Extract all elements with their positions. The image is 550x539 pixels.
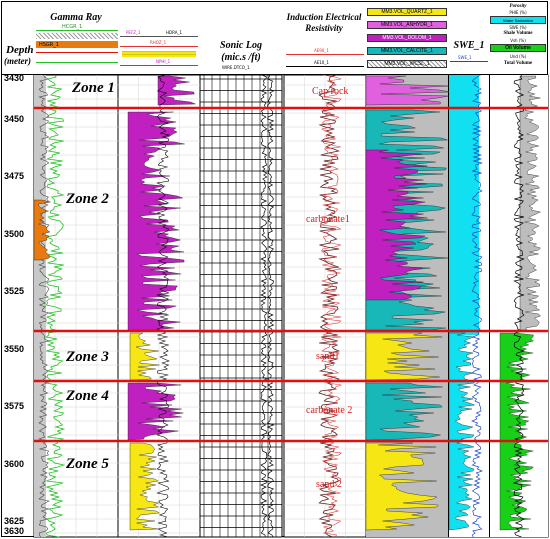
depth-tick: 3475 xyxy=(4,171,25,181)
density-red-line xyxy=(120,46,198,47)
mineral-header: MM3.VOL_QUARTZ_1 MM3.VOL_ANHYDR_1 MM3.VO… xyxy=(367,8,447,72)
volume-legend: Porosity PHIE (%) Water Saturation SWE (… xyxy=(490,4,546,74)
und-label: Und (%) xyxy=(509,54,527,59)
phie-label: PHIE (%) xyxy=(509,10,527,15)
resistivity-title: Induction Electrical Resistivity xyxy=(286,12,362,33)
sonic-curve xyxy=(260,74,268,538)
density-magenta-line xyxy=(120,65,198,66)
gamma-orange-fill xyxy=(33,199,51,261)
zone-label: Zone 4 xyxy=(66,388,109,404)
lithology-label: Cap rock xyxy=(312,86,349,97)
zone-label: Zone 3 xyxy=(66,349,109,365)
depth-tick: 3630 xyxy=(4,526,25,536)
ae90-line xyxy=(286,54,364,55)
calcite-swatch: MM3.VOL_CALCITE_1 xyxy=(367,47,447,55)
wcsl-swatch: MM3.VOL_WCSL_1 xyxy=(367,60,447,68)
oil-volume-swatch: Oil Volume xyxy=(490,44,546,52)
total-volume-label: Total Volume xyxy=(503,61,533,66)
quartz-swatch: MM3.VOL_QUARTZ_1 xyxy=(367,8,447,16)
gamma-dark-curve xyxy=(38,74,50,538)
pefz-label: PEFZ_1 xyxy=(126,30,141,35)
density-scale-line-1 xyxy=(120,36,198,37)
density-yellow-fill xyxy=(129,442,161,531)
calcite-fill xyxy=(365,382,443,441)
gamma-header-scales: HCGR_1 HSGR_1 xyxy=(36,24,118,72)
gamma-orange-swatch xyxy=(36,41,118,48)
track-curves xyxy=(33,74,548,538)
zone-label: Zone 1 xyxy=(72,80,115,96)
lithology-label: sand 2 xyxy=(316,479,342,490)
depth-tick: 3600 xyxy=(4,459,25,469)
depth-label: Depth xyxy=(6,44,34,56)
ae10-label: AE10_1 xyxy=(314,60,329,65)
density-curve xyxy=(156,74,171,538)
density-yellow-fill xyxy=(129,332,160,381)
swe-title: SWE_1 xyxy=(453,40,485,51)
density-yellow-swatch xyxy=(122,51,196,57)
depth-tick: 3550 xyxy=(4,344,25,354)
quartz-fill xyxy=(365,442,439,531)
gamma-ray-title: Gamma Ray xyxy=(50,12,102,23)
zone-label: Zone 5 xyxy=(66,456,109,472)
gamma-red-line xyxy=(36,52,118,53)
sonic-curve-2 xyxy=(266,74,275,538)
swe-curve-label: SWE_1 xyxy=(458,55,472,60)
hcgr-line xyxy=(36,30,118,31)
hcgr-label: HCGR_1 xyxy=(62,24,83,30)
zone-label: Zone 2 xyxy=(66,191,109,207)
gamma-pattern-swatch xyxy=(36,33,118,39)
density-header: HDRA_1 PEFZ_1 RHOZ_1 NPHI_1 xyxy=(120,4,198,72)
lithology-label: carbonate1 xyxy=(306,214,350,225)
gamma-green-line-2 xyxy=(36,62,118,63)
gamma-green-curve xyxy=(44,74,66,538)
hsgr-label: HSGR_1 xyxy=(39,42,59,48)
swe-pct-label: SWE (%) xyxy=(509,25,527,30)
swe-scale-line xyxy=(450,61,488,62)
water-saturation-swatch: Water Saturation xyxy=(490,16,546,24)
depth-unit: (meter) xyxy=(4,56,31,66)
depth-tick: 3575 xyxy=(4,401,25,411)
depth-tick: 3430 xyxy=(4,73,25,83)
hdra-label: HDRA_1 xyxy=(166,30,182,35)
shale-fill xyxy=(34,75,46,537)
swe-curve xyxy=(471,74,483,538)
dolom-swatch: MM3.VOL_DOLOM_1 xyxy=(367,34,447,42)
lithology-label: carbonate 2 xyxy=(306,405,353,416)
anhydrite-fill xyxy=(365,75,452,106)
zone-boundaries xyxy=(34,106,548,443)
nphi-label: NPHI_1 xyxy=(156,59,171,64)
total-volume-curve xyxy=(513,74,525,538)
anhydr-swatch: MM3.VOL_ANHYDR_1 xyxy=(367,21,447,29)
density-magenta-fill xyxy=(157,75,196,106)
depth-tick: 3500 xyxy=(4,229,25,239)
wire-dtco-label: WIRE.DTCO_1 xyxy=(222,65,250,70)
depth-tick: 3450 xyxy=(4,114,25,124)
lithology-label: sand1 xyxy=(316,351,340,362)
sonic-title: Sonic Log xyxy=(220,40,262,51)
porosity-label: Porosity xyxy=(509,4,527,9)
swe-fill xyxy=(449,75,479,335)
shale-volume-label: Shale Volume xyxy=(503,31,533,36)
vsh-label: Vsh (%) xyxy=(510,38,526,43)
track-frame xyxy=(199,74,283,538)
ae10-line xyxy=(286,66,364,67)
depth-tick: 3625 xyxy=(4,516,25,526)
density-magenta-fill xyxy=(127,382,184,441)
sonic-unit: (mic.s /ft) xyxy=(221,52,261,63)
resistivity-shallow-curve xyxy=(320,74,342,538)
density-magenta-fill xyxy=(127,111,185,331)
quartz-fill xyxy=(365,332,443,381)
rhoz-label: RHOZ_1 xyxy=(150,40,167,45)
dolomite-fill xyxy=(365,149,428,301)
shale-volume-fill xyxy=(519,75,542,331)
depth-tick: 3525 xyxy=(4,286,25,296)
ae90-label: AE90_1 xyxy=(314,48,329,53)
